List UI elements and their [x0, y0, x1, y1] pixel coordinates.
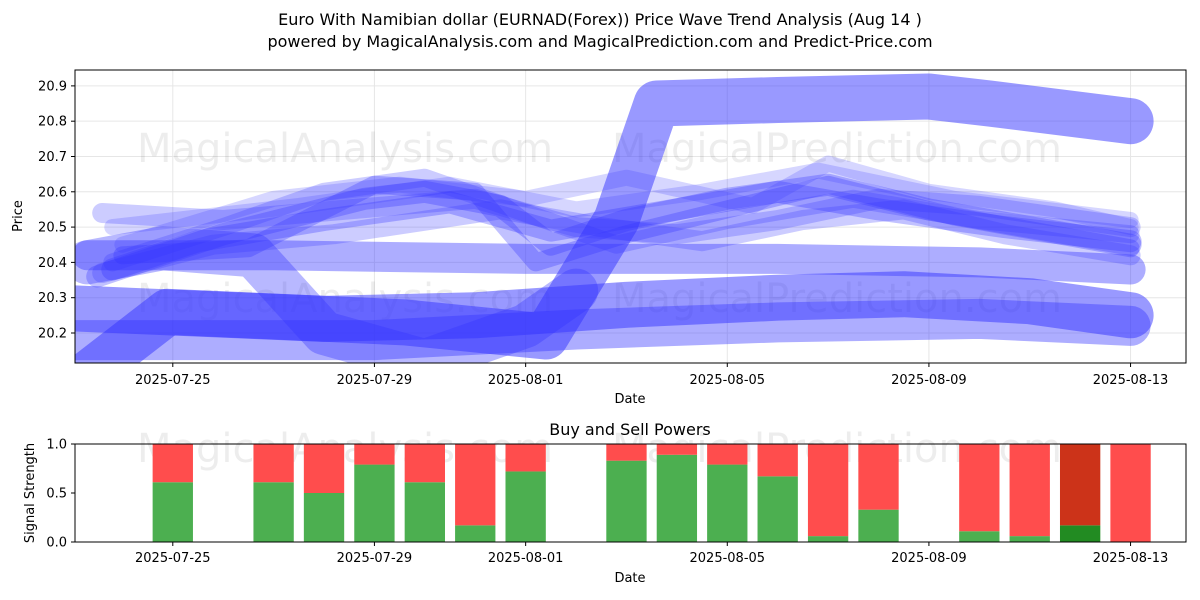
- sell-bar: [253, 444, 294, 483]
- chart-title: Euro With Namibian dollar (EURNAD(Forex)…: [278, 10, 922, 29]
- bar-y-tick-label: 0.5: [46, 487, 67, 502]
- main-y-tick-label: 20.7: [38, 150, 67, 165]
- main-x-tick-label: 2025-08-05: [690, 373, 766, 388]
- chart-subtitle: powered by MagicalAnalysis.com and Magic…: [267, 32, 933, 51]
- main-xlabel: Date: [614, 392, 645, 407]
- main-x-tick-label: 2025-08-01: [488, 373, 564, 388]
- wave-line-wave-mid-1: [101, 180, 1142, 281]
- sell-bar: [404, 444, 445, 483]
- sell-bar: [505, 444, 546, 472]
- main-x-tick-label: 2025-08-09: [891, 373, 967, 388]
- bar-x-tick-label: 2025-08-13: [1093, 551, 1169, 566]
- main-x-tick-label: 2025-08-13: [1093, 373, 1169, 388]
- wave-line-wave-mid-5: [103, 168, 1140, 272]
- wave-line-wave-mid-6: [92, 199, 1141, 283]
- buy-bar: [959, 531, 1000, 542]
- bar-x-tick-label: 2025-08-01: [488, 551, 564, 566]
- sell-bar: [303, 444, 345, 493]
- sell-bar: [1110, 444, 1151, 542]
- watermark: MagicalPrediction.com: [612, 126, 1062, 172]
- buy-bar: [303, 493, 345, 542]
- buy-bar: [656, 454, 698, 542]
- buy-bar: [152, 482, 193, 542]
- main-ylabel: Price: [11, 200, 26, 232]
- bar-x-tick-label: 2025-08-09: [891, 551, 967, 566]
- main-plot-frame: [74, 69, 1187, 364]
- sell-bar: [1059, 444, 1101, 526]
- buy-bar: [1059, 525, 1101, 542]
- wave-line-wave-upper-1: [114, 155, 1139, 253]
- buy-bar: [455, 525, 496, 542]
- main-y-tick-label: 20.4: [38, 256, 67, 271]
- wave-line-wave-upper-2: [104, 162, 1139, 236]
- buy-bar: [807, 536, 849, 542]
- main-axes: 20.2 20.3 20.4 20.5 20.6 20.7 20.8 20.9 2025-07-…: [38, 79, 1168, 388]
- wave-line-wave-mid-3: [113, 175, 1140, 272]
- wave-line-wave-mid-2: [86, 173, 1142, 288]
- sell-bar: [354, 444, 395, 465]
- bar-x-tick-label: 2025-07-29: [337, 551, 413, 566]
- main-y-tick-label: 20.6: [38, 185, 67, 200]
- bar-y-tick-label: 0.0: [46, 536, 67, 551]
- wave-line-wave-low-1: [75, 271, 1154, 342]
- sell-bar: [757, 444, 798, 477]
- buy-bar: [354, 464, 395, 542]
- sell-bar: [455, 444, 496, 526]
- bar-y-tick-label: 1.0: [46, 438, 67, 453]
- wave-line-wave-mid-4: [92, 188, 1141, 245]
- sell-bar: [807, 444, 849, 537]
- buy-bar: [707, 464, 748, 542]
- sell-bar: [707, 444, 748, 465]
- bar-xlabel: Date: [614, 571, 645, 586]
- sell-bar: [1009, 444, 1050, 537]
- sell-bar: [959, 444, 1000, 532]
- sell-bar: [858, 444, 899, 510]
- sell-bar: [152, 444, 193, 483]
- buy-bar: [606, 460, 647, 542]
- sell-bar: [606, 444, 647, 461]
- main-y-tick-label: 20.5: [38, 221, 67, 236]
- main-x-tick-label: 2025-07-29: [337, 373, 413, 388]
- bar-marks: [152, 444, 1151, 542]
- main-y-tick-label: 20.8: [38, 115, 67, 130]
- main-y-tick-label: 20.9: [38, 79, 67, 94]
- wave-line-wave-low-2: [75, 298, 1151, 361]
- bar-axes: 0.0 0.5 1.0 2025-07-25 2025-07-29 2025-08-01 2…: [46, 438, 1168, 567]
- buy-bar: [505, 471, 546, 542]
- wave-line-wave-cross: [75, 226, 599, 363]
- buy-bar: [253, 482, 294, 542]
- buy-bar: [1009, 536, 1050, 542]
- sell-bar: [656, 444, 698, 455]
- watermark: MagicalAnalysis.com: [137, 126, 553, 172]
- buy-bar: [757, 476, 798, 542]
- main-y-tick-label: 20.2: [38, 326, 67, 341]
- bar-ylabel: Signal Strength: [23, 443, 38, 543]
- main-wave-lines: [75, 73, 1154, 363]
- buy-bar: [404, 482, 445, 542]
- bar-chart-title: Buy and Sell Powers: [549, 420, 711, 439]
- buy-bar: [858, 509, 899, 542]
- bar-x-tick-label: 2025-07-25: [135, 551, 211, 566]
- wave-line-wave-low-3: [75, 240, 1146, 285]
- main-x-tick-label: 2025-07-25: [135, 373, 211, 388]
- bar-x-tick-label: 2025-08-05: [690, 551, 766, 566]
- main-y-tick-label: 20.3: [38, 291, 67, 306]
